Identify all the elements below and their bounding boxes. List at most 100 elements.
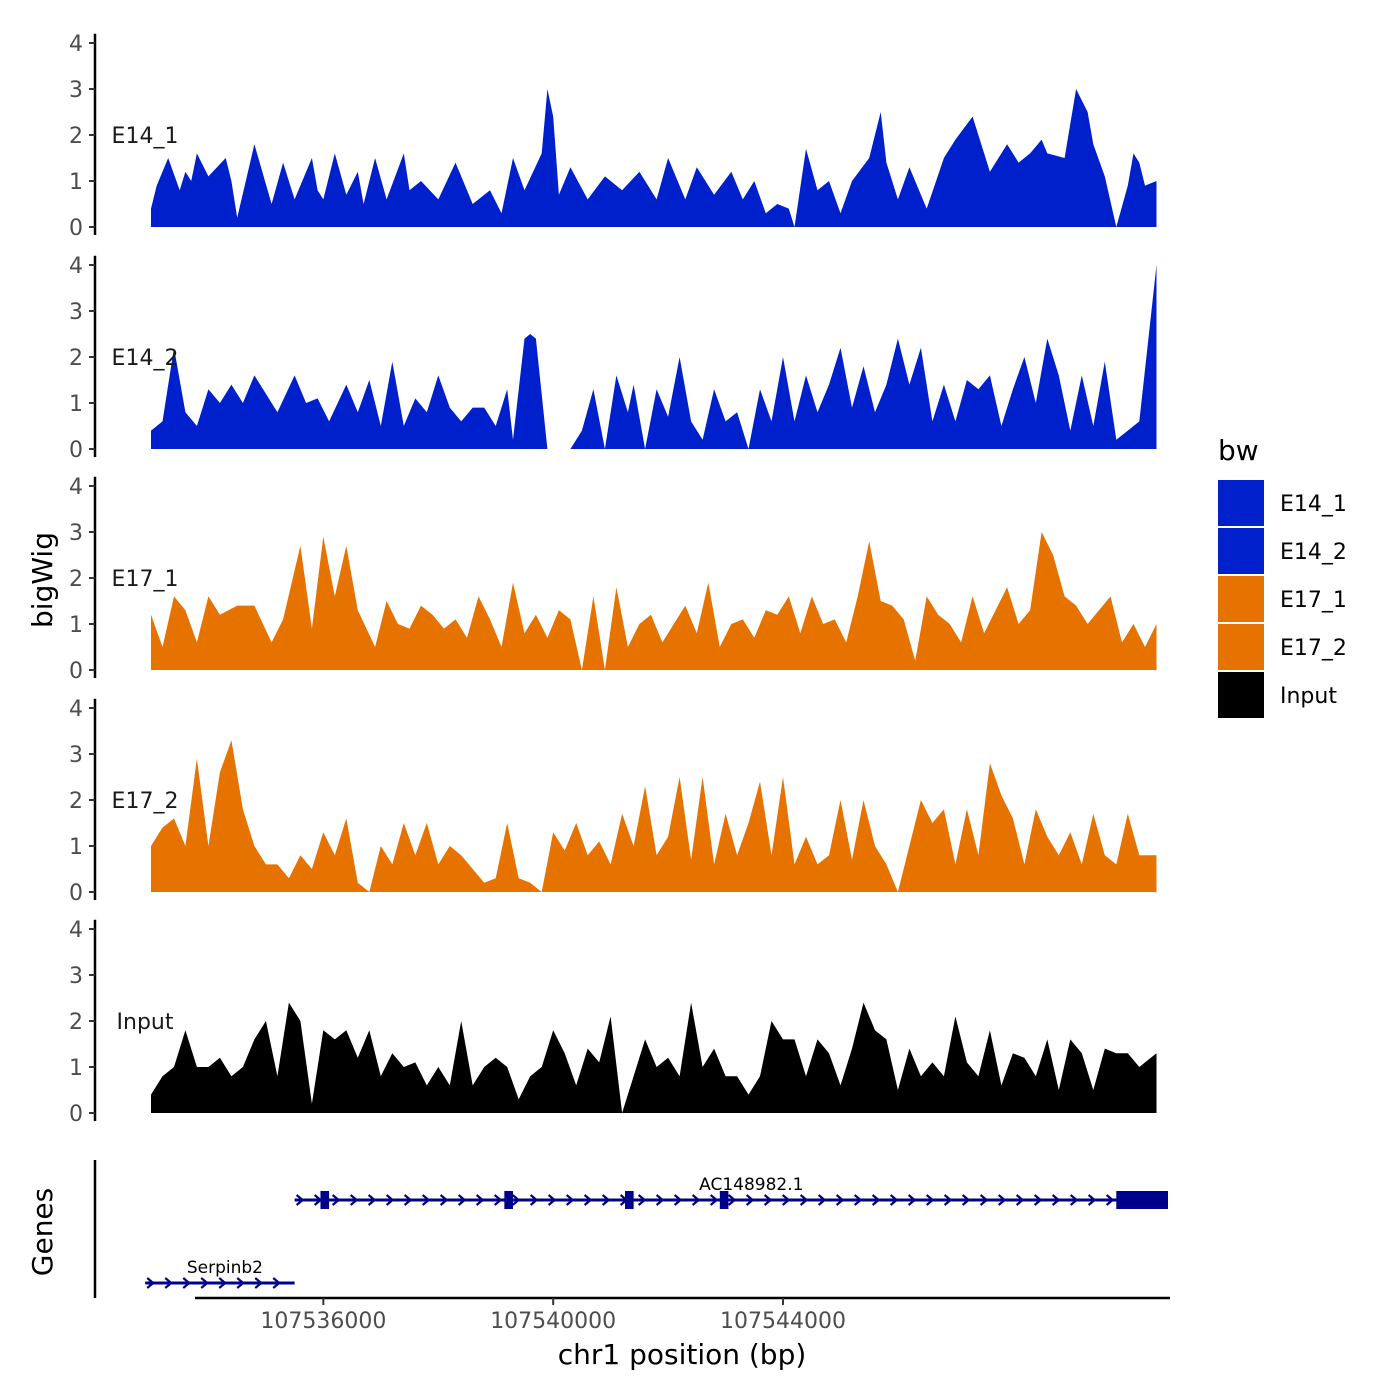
- legend-swatch: [1218, 576, 1264, 622]
- gene-exon: [504, 1191, 513, 1209]
- strand-chevron: [493, 1194, 503, 1206]
- track-E17_1: 0 1 2 3 4 E17_1: [69, 475, 1157, 684]
- y-tick-label-E17_2: 1: [69, 835, 83, 860]
- strand-chevron: [218, 1277, 227, 1289]
- track-label-E14_1: E14_1: [112, 124, 179, 149]
- gene-AC148982.1: AC148982.1: [294, 1175, 1168, 1209]
- strand-chevron: [943, 1194, 953, 1206]
- gene-label-AC148982.1: AC148982.1: [699, 1175, 803, 1195]
- genes-axis-title: Genes: [26, 1188, 59, 1276]
- strand-chevron: [709, 1194, 719, 1206]
- gene-Serpinb2: Serpinb2: [145, 1258, 295, 1289]
- y-tick-label-E14_2: 2: [69, 346, 83, 371]
- strand-chevron: [403, 1194, 413, 1206]
- strand-chevron: [182, 1277, 191, 1289]
- legend-swatch: [1218, 672, 1264, 718]
- strand-chevron: [781, 1194, 791, 1206]
- strand-chevron: [655, 1194, 665, 1206]
- strand-chevron: [254, 1277, 263, 1289]
- x-axis-title: chr1 position (bp): [558, 1338, 807, 1371]
- x-tick-label: 107540000: [490, 1309, 616, 1334]
- y-tick-label-E14_2: 3: [69, 300, 83, 325]
- strand-chevron: [1015, 1194, 1025, 1206]
- strand-chevron: [385, 1194, 395, 1206]
- track-label-E17_1: E17_1: [112, 567, 179, 592]
- strand-chevron: [529, 1194, 539, 1206]
- track-E14_1: 0 1 2 3 4 E14_1: [69, 32, 1157, 241]
- strand-chevron: [979, 1194, 989, 1206]
- strand-chevron: [763, 1194, 773, 1206]
- track-label-E14_2: E14_2: [112, 346, 179, 371]
- strand-chevron: [200, 1277, 209, 1289]
- y-tick-label-E17_2: 0: [69, 881, 83, 906]
- strand-chevron: [272, 1277, 281, 1289]
- signal-area-E14_2: [151, 265, 1157, 449]
- strand-chevron: [583, 1194, 593, 1206]
- strand-chevron: [475, 1194, 485, 1206]
- strand-chevron: [601, 1194, 611, 1206]
- x-tick-label: 107544000: [720, 1309, 846, 1334]
- legend-item-Input: Input: [1218, 672, 1337, 718]
- y-tick-label-Input: 0: [69, 1102, 83, 1127]
- strand-chevron: [871, 1194, 881, 1206]
- track-E17_2: 0 1 2 3 4 E17_2: [69, 697, 1157, 906]
- strand-chevron: [511, 1194, 521, 1206]
- strand-chevron: [853, 1194, 863, 1206]
- y-tick-label-E14_2: 0: [69, 438, 83, 463]
- y-tick-label-E17_2: 2: [69, 789, 83, 814]
- legend-label: E17_1: [1280, 588, 1347, 613]
- strand-chevron: [691, 1194, 701, 1206]
- legend-swatch: [1218, 624, 1264, 670]
- strand-chevron: [1105, 1194, 1115, 1206]
- strand-chevron: [367, 1194, 377, 1206]
- x-tick-label: 107536000: [260, 1309, 386, 1334]
- strand-chevron: [727, 1194, 737, 1206]
- y-tick-label-Input: 4: [69, 918, 83, 943]
- strand-chevron: [547, 1194, 557, 1206]
- legend: bw E14_1 E14_2 E17_1 E17_2 Input: [1218, 434, 1347, 718]
- strand-chevron: [457, 1194, 467, 1206]
- y-tick-label-Input: 3: [69, 964, 83, 989]
- legend-item-E17_2: E17_2: [1218, 624, 1347, 670]
- y-tick-label-E14_1: 3: [69, 78, 83, 103]
- legend-swatch: [1218, 528, 1264, 574]
- strand-chevron: [745, 1194, 755, 1206]
- y-tick-label-E17_2: 3: [69, 743, 83, 768]
- y-tick-label-Input: 1: [69, 1056, 83, 1081]
- genes-layer: AC148982.1 Serpinb2: [93, 1160, 1168, 1298]
- strand-chevron: [295, 1194, 305, 1206]
- y-axis-title: bigWig: [26, 532, 59, 628]
- y-tick-label-E17_1: 4: [69, 475, 83, 500]
- strand-chevron: [1069, 1194, 1079, 1206]
- y-tick-label-E14_2: 4: [69, 254, 83, 279]
- gene-exon: [1116, 1191, 1168, 1209]
- gene-exon: [320, 1191, 330, 1209]
- strand-chevron: [997, 1194, 1007, 1206]
- strand-chevron: [1051, 1194, 1061, 1206]
- strand-chevron: [146, 1277, 155, 1289]
- y-tick-label-E14_1: 2: [69, 124, 83, 149]
- track-E14_2: 0 1 2 3 4 E14_2: [69, 254, 1157, 463]
- strand-chevron: [164, 1277, 173, 1289]
- y-tick-label-E17_1: 0: [69, 659, 83, 684]
- signal-area-E17_2: [151, 740, 1157, 892]
- strand-chevron: [421, 1194, 431, 1206]
- y-tick-label-E14_2: 1: [69, 392, 83, 417]
- y-tick-label-E17_1: 1: [69, 613, 83, 638]
- strand-chevron: [817, 1194, 827, 1206]
- legend-item-E17_1: E17_1: [1218, 576, 1347, 622]
- y-tick-label-E14_1: 4: [69, 32, 83, 57]
- legend-label: E14_2: [1280, 540, 1347, 565]
- strand-chevron: [1033, 1194, 1043, 1206]
- tracks-layer: 0 1 2 3 4 E14_1 0 1 2 3 4 E14_2 0 1 2 3 4 E17_1 0 1 2 3 4 E17_2…: [69, 32, 1157, 1127]
- x-axis: 107536000 107540000 107544000: [195, 1296, 1170, 1334]
- strand-chevron: [835, 1194, 845, 1206]
- strand-chevron: [961, 1194, 971, 1206]
- strand-chevron: [925, 1194, 935, 1206]
- strand-chevron: [565, 1194, 575, 1206]
- y-tick-label-E14_1: 1: [69, 170, 83, 195]
- strand-chevron: [349, 1194, 359, 1206]
- track-label-Input: Input: [117, 1010, 174, 1035]
- track-Input: 0 1 2 3 4 Input: [69, 918, 1157, 1127]
